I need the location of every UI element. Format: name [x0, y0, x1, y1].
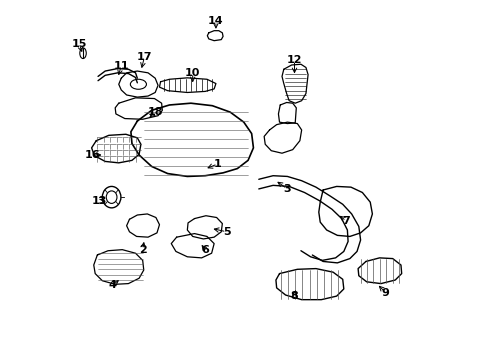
- Text: 17: 17: [137, 52, 152, 62]
- Text: 10: 10: [184, 68, 200, 78]
- Text: 9: 9: [381, 288, 389, 297]
- Text: 5: 5: [223, 227, 230, 237]
- Text: 7: 7: [342, 216, 349, 226]
- Text: 8: 8: [290, 291, 298, 301]
- Text: 16: 16: [85, 150, 101, 160]
- Text: 1: 1: [213, 159, 221, 169]
- Text: 11: 11: [113, 61, 129, 71]
- Text: 6: 6: [201, 245, 209, 255]
- Text: 18: 18: [147, 107, 163, 117]
- Text: 13: 13: [92, 197, 107, 206]
- Text: 4: 4: [108, 280, 116, 291]
- Text: 3: 3: [283, 184, 290, 194]
- Text: 14: 14: [208, 16, 224, 26]
- Text: 12: 12: [286, 55, 302, 65]
- Text: 2: 2: [139, 245, 146, 255]
- Text: 15: 15: [72, 39, 87, 49]
